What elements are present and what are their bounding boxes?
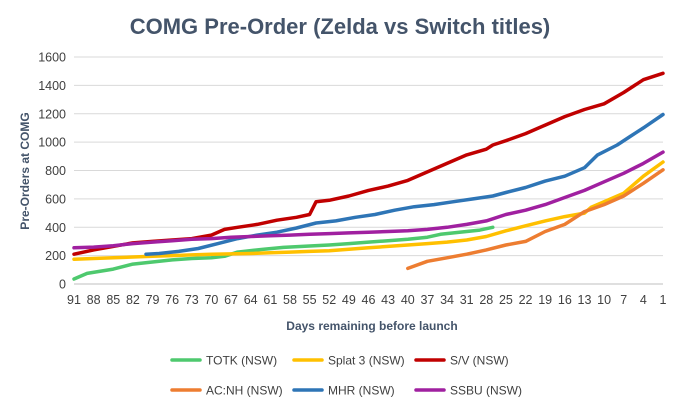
x-axis-title: Days remaining before launch <box>286 319 457 333</box>
x-tick-label: 34 <box>440 293 454 307</box>
legend: TOTK (NSW) Splat 3 (NSW) S/V (NSW) AC:NH (N… <box>170 354 522 398</box>
y-tick-label: 600 <box>45 192 66 206</box>
y-tick-label: 400 <box>45 221 66 235</box>
x-tick-label: 19 <box>538 293 552 307</box>
x-tick-label: 52 <box>322 293 336 307</box>
chart-title: COMG Pre-Order (Zelda vs Switch titles) <box>130 14 551 39</box>
x-axis-ticks: 91 88 85 82 79 76 73 70 67 64 61 58 55 52 49 46 43 40 37 34… <box>67 293 666 307</box>
legend-label: SSBU (NSW) <box>450 384 522 398</box>
x-tick-label: 73 <box>185 293 199 307</box>
legend-item: S/V (NSW) <box>414 354 509 368</box>
x-tick-label: 25 <box>499 293 513 307</box>
legend-item: Splat 3 (NSW) <box>292 354 405 368</box>
legend-item: TOTK (NSW) <box>170 354 277 368</box>
x-tick-label: 37 <box>420 293 434 307</box>
x-tick-label: 85 <box>106 293 120 307</box>
x-tick-label: 82 <box>126 293 140 307</box>
y-tick-label: 200 <box>45 249 66 263</box>
x-tick-label: 70 <box>204 293 218 307</box>
x-tick-label: 1 <box>660 293 667 307</box>
x-tick-label: 61 <box>263 293 277 307</box>
y-tick-label: 1400 <box>38 79 66 93</box>
x-tick-label: 40 <box>401 293 415 307</box>
y-tick-label: 800 <box>45 164 66 178</box>
legend-item: SSBU (NSW) <box>414 384 522 398</box>
x-tick-label: 88 <box>87 293 101 307</box>
series-lines <box>72 71 665 281</box>
x-tick-label: 49 <box>342 293 356 307</box>
x-tick-label: 91 <box>67 293 81 307</box>
legend-label: TOTK (NSW) <box>206 354 277 368</box>
series-line <box>144 112 665 256</box>
x-tick-label: 4 <box>640 293 647 307</box>
series-line <box>72 160 665 261</box>
x-tick-label: 16 <box>558 293 572 307</box>
legend-label: Splat 3 (NSW) <box>328 354 405 368</box>
x-tick-label: 22 <box>519 293 533 307</box>
series-line <box>406 168 665 271</box>
x-tick-label: 46 <box>362 293 376 307</box>
x-tick-label: 79 <box>146 293 160 307</box>
x-tick-label: 28 <box>479 293 493 307</box>
series-line <box>72 225 495 281</box>
y-tick-label: 1000 <box>38 136 66 150</box>
legend-label: MHR (NSW) <box>328 384 395 398</box>
y-tick-label: 1200 <box>38 107 66 121</box>
legend-item: MHR (NSW) <box>292 384 395 398</box>
x-tick-label: 64 <box>244 293 258 307</box>
y-axis-ticks: 0 200 400 600 800 1000 1200 1400 1600 <box>38 51 66 292</box>
x-tick-label: 55 <box>303 293 317 307</box>
x-tick-label: 58 <box>283 293 297 307</box>
x-tick-label: 76 <box>165 293 179 307</box>
y-axis-title: Pre-Orders at COMG <box>18 112 32 229</box>
series-line <box>72 150 665 250</box>
x-tick-label: 7 <box>620 293 627 307</box>
x-tick-label: 43 <box>381 293 395 307</box>
x-tick-label: 67 <box>224 293 238 307</box>
legend-item: AC:NH (NSW) <box>170 384 283 398</box>
y-tick-label: 0 <box>59 278 66 292</box>
x-tick-label: 13 <box>578 293 592 307</box>
legend-label: AC:NH (NSW) <box>206 384 283 398</box>
x-tick-label: 31 <box>460 293 474 307</box>
legend-label: S/V (NSW) <box>450 354 509 368</box>
x-tick-label: 10 <box>597 293 611 307</box>
y-tick-label: 1600 <box>38 51 66 65</box>
